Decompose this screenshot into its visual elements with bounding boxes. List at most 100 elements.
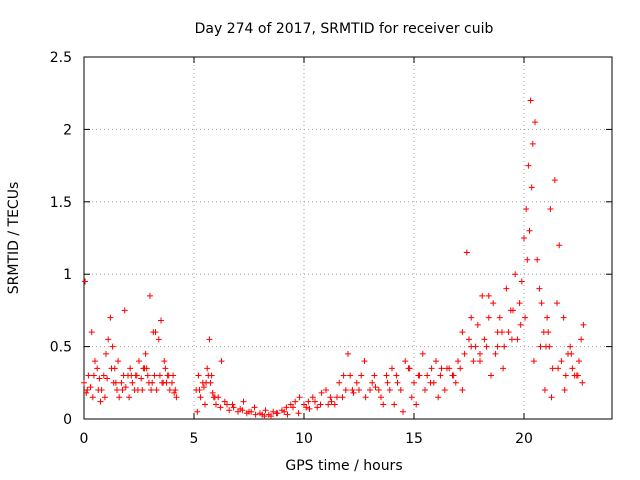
data-point — [372, 384, 379, 391]
data-point — [530, 358, 537, 365]
data-point — [522, 314, 529, 321]
data-point — [82, 278, 89, 285]
data-point — [428, 365, 435, 372]
data-point — [433, 358, 439, 365]
data-point — [576, 358, 582, 365]
data-point — [196, 387, 203, 394]
x-tick-label: 10 — [295, 431, 313, 447]
data-point — [252, 411, 259, 418]
data-point — [549, 365, 556, 372]
data-point — [375, 387, 382, 394]
data-point — [527, 97, 534, 104]
data-point — [466, 336, 472, 343]
data-point — [492, 350, 499, 357]
data-point — [437, 372, 444, 379]
data-point — [538, 300, 545, 307]
data-point — [209, 389, 216, 396]
data-point — [525, 162, 532, 169]
data-point — [500, 365, 507, 372]
data-point — [162, 365, 169, 372]
data-point — [144, 372, 151, 379]
data-point — [419, 350, 426, 357]
data-point — [371, 372, 378, 379]
data-point — [97, 398, 104, 405]
data-point — [455, 358, 461, 365]
data-point — [361, 358, 368, 365]
data-point — [115, 358, 122, 365]
y-tick-label: 0.5 — [50, 340, 72, 356]
data-point — [215, 394, 222, 401]
data-point — [218, 358, 225, 365]
data-point — [457, 365, 464, 372]
data-point — [108, 365, 115, 372]
data-point — [554, 300, 560, 307]
data-point — [523, 206, 530, 213]
data-point — [136, 358, 142, 365]
data-point — [413, 401, 420, 408]
data-point — [558, 358, 565, 365]
data-point — [556, 242, 563, 249]
x-tick-label: 20 — [515, 431, 533, 447]
grid-lines — [83, 56, 612, 420]
data-point — [524, 256, 531, 263]
data-point — [514, 336, 521, 343]
data-point — [305, 398, 312, 405]
data-point — [259, 411, 266, 418]
data-point — [105, 336, 112, 343]
data-point — [306, 405, 313, 412]
data-point — [336, 379, 343, 386]
data-point — [521, 235, 527, 241]
data-point — [273, 410, 280, 417]
data-point — [281, 408, 288, 415]
data-point — [483, 343, 490, 350]
data-point — [150, 329, 157, 336]
data-point — [529, 140, 536, 147]
data-point — [101, 394, 108, 401]
data-point — [574, 372, 581, 379]
data-point — [202, 401, 208, 408]
data-point — [353, 379, 360, 386]
data-point — [165, 372, 172, 379]
data-point — [541, 387, 548, 394]
data-point — [468, 314, 475, 321]
data-point — [327, 394, 334, 401]
data-point — [246, 408, 252, 415]
data-point — [569, 365, 576, 372]
data-point — [270, 408, 277, 415]
data-point — [560, 314, 567, 321]
data-point — [400, 408, 406, 415]
data-point — [87, 384, 94, 391]
data-point — [195, 372, 202, 379]
data-point — [580, 321, 587, 328]
data-point — [358, 372, 365, 379]
data-point — [383, 372, 390, 379]
data-point — [339, 394, 346, 401]
data-point — [126, 394, 133, 401]
axis-ticks — [83, 56, 612, 420]
data-point — [474, 321, 481, 328]
data-point — [83, 389, 90, 396]
data-point — [226, 407, 233, 414]
data-point — [546, 343, 553, 350]
data-point — [349, 387, 356, 394]
data-point — [169, 379, 175, 386]
data-point — [312, 398, 318, 405]
data-point — [347, 372, 354, 379]
data-point — [204, 365, 211, 372]
data-point — [485, 292, 492, 299]
data-point — [314, 404, 321, 411]
plot-frame — [83, 56, 613, 420]
data-points — [81, 97, 587, 420]
data-point — [153, 387, 160, 394]
data-point — [459, 329, 466, 336]
y-tick-label: 1.5 — [50, 195, 72, 211]
y-tick-label: 1 — [63, 267, 72, 283]
data-point — [303, 404, 310, 411]
data-point — [100, 372, 107, 379]
data-point — [171, 389, 178, 396]
data-point — [350, 389, 357, 396]
data-point — [461, 350, 468, 357]
data-point — [537, 343, 544, 350]
data-point — [127, 365, 134, 372]
data-point — [441, 387, 448, 394]
